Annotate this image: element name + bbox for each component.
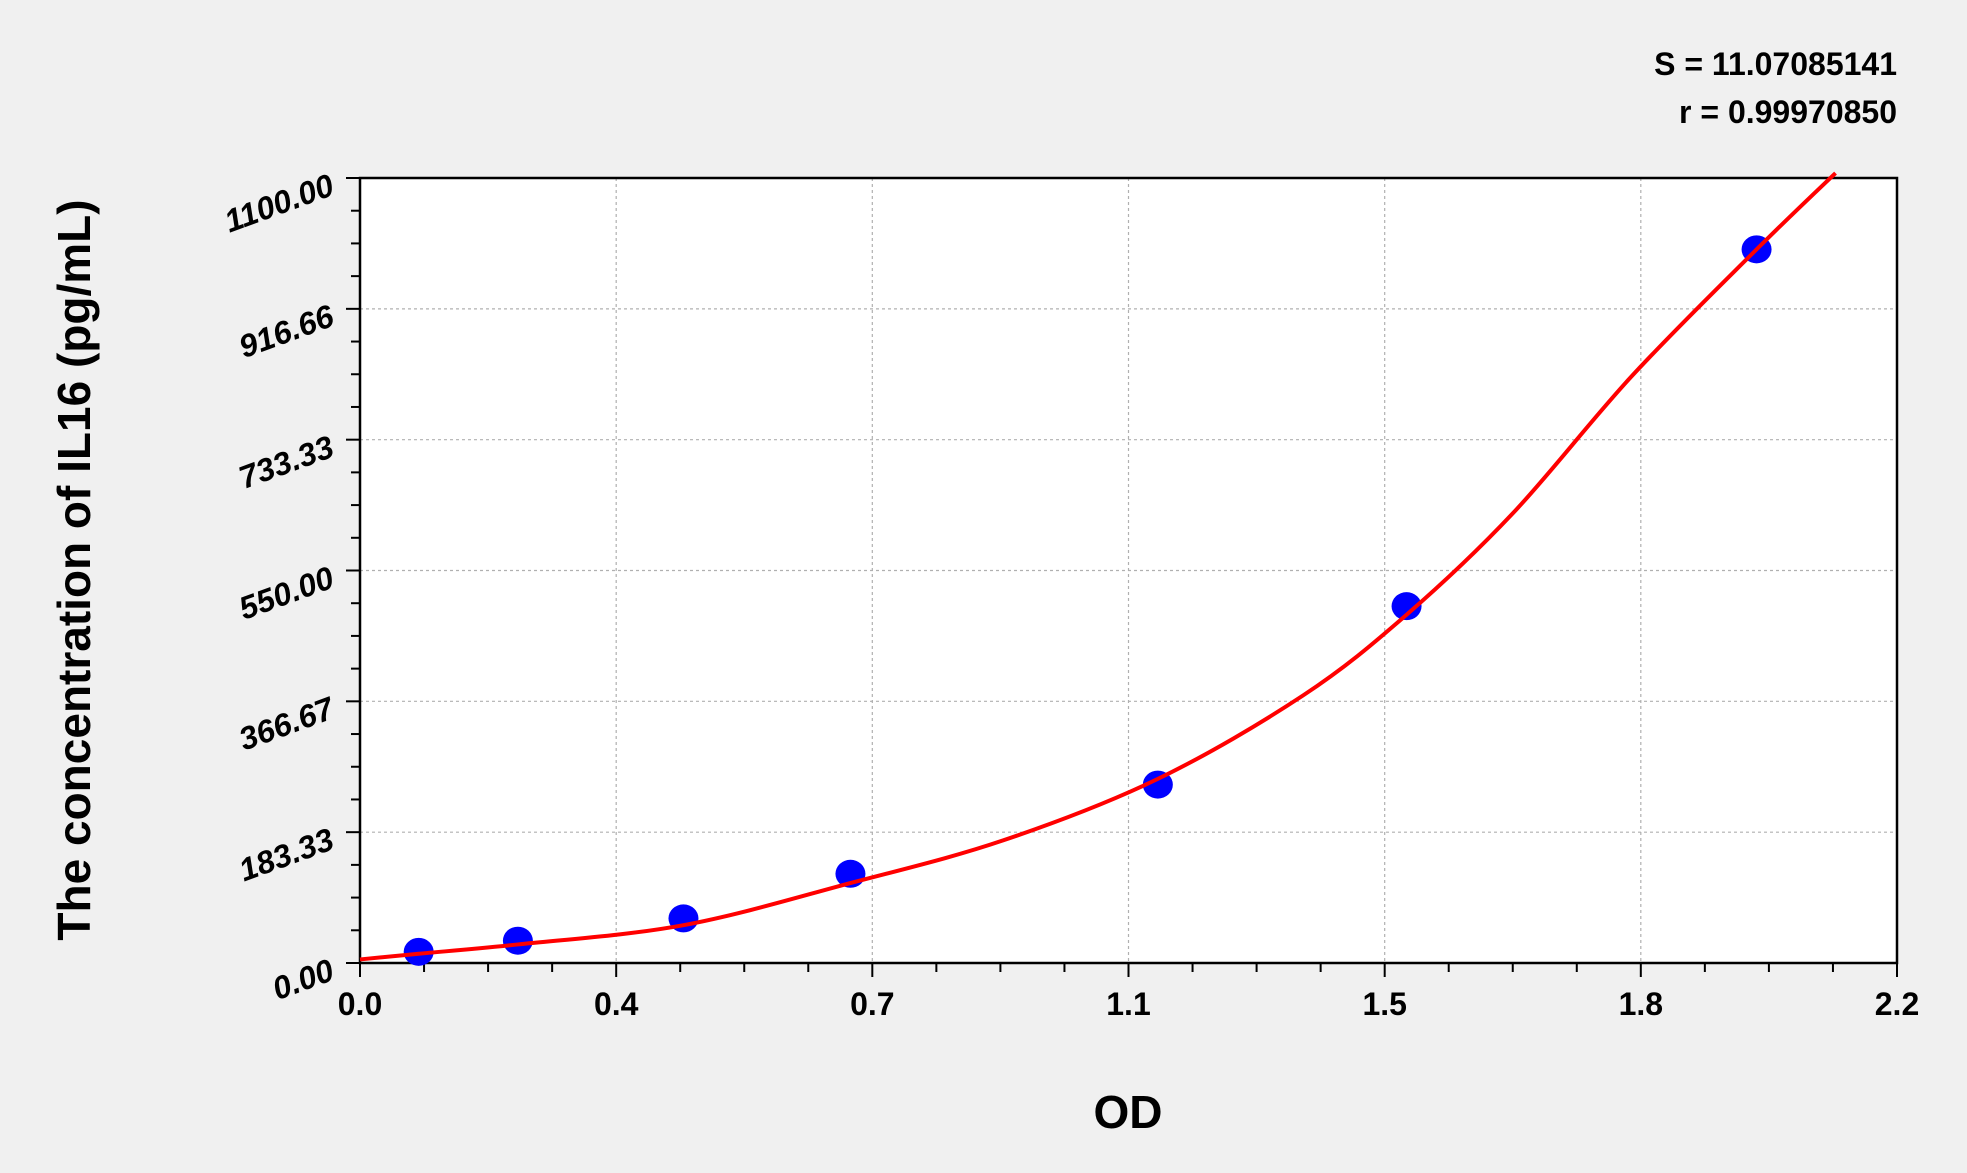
y-tick-label: 733.33 [234,428,338,495]
x-tick-label: 0.4 [594,986,639,1022]
data-point [1391,592,1422,621]
x-tick-label: 1.5 [1362,986,1406,1022]
y-tick-label: 916.66 [234,298,338,365]
plot-frame [358,176,1899,965]
y-tick-label: 1100.00 [220,167,339,240]
y-tick-label: 550.00 [234,559,338,626]
s-value: S = 11.07085141 [1654,46,1897,82]
fit-curve [359,171,1837,962]
x-tick-label: 2.2 [1875,986,1919,1022]
x-tick-label: 1.8 [1619,986,1663,1022]
y-axis-title: The concentration of IL16 (pg/mL) [48,199,100,940]
x-axis-title: OD [1094,1086,1163,1138]
r-value: r = 0.99970850 [1679,94,1897,130]
x-tick-label: 0.7 [850,986,894,1022]
data-point [502,926,533,955]
data-point [1142,770,1173,799]
x-tick-label: 0.0 [338,986,382,1022]
x-tick-label: 1.1 [1106,986,1150,1022]
y-tick-label: 0.00 [268,952,339,1007]
y-tick-label: 183.33 [234,821,338,888]
y-tick-label: 366.67 [234,689,340,757]
grid [360,178,1897,963]
